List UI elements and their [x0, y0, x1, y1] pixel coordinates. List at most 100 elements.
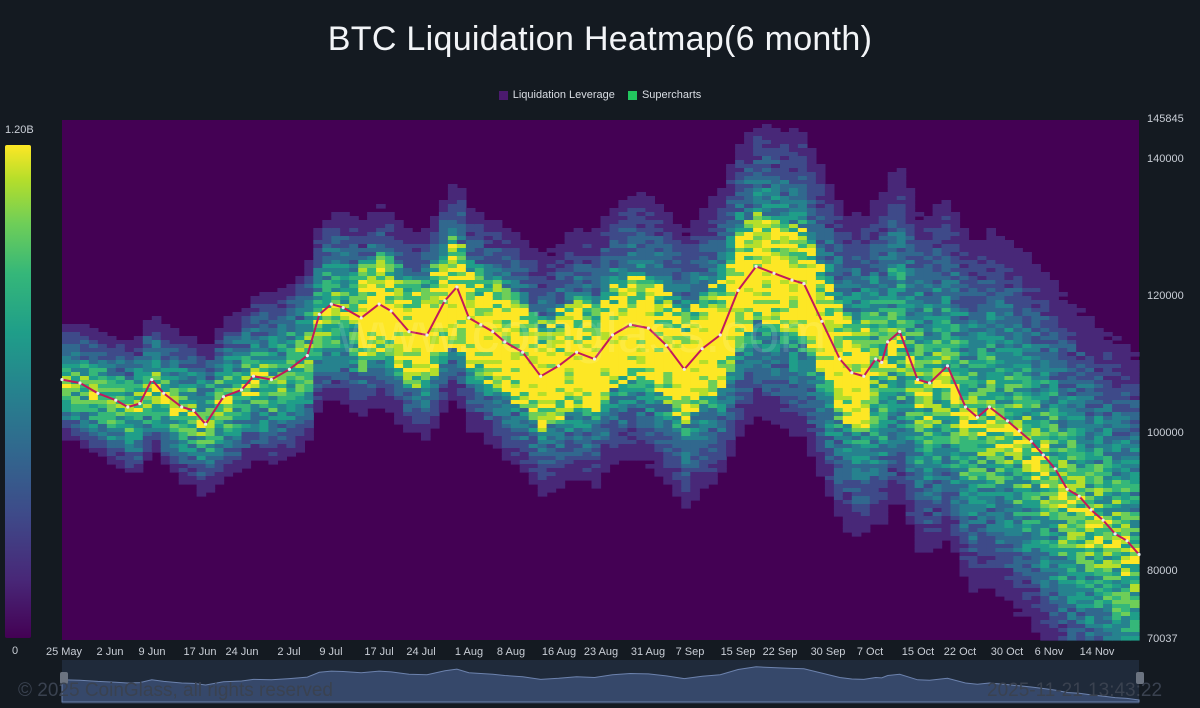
heatmap-cell: [205, 432, 216, 437]
legend-item-supercharts[interactable]: Supercharts: [627, 89, 701, 101]
heatmap-cell: [232, 400, 243, 405]
heatmap-cell: [789, 308, 799, 313]
heatmap-cell: [555, 476, 566, 481]
heatmap-cell: [286, 348, 296, 353]
heatmap-cell: [609, 220, 620, 225]
heatmap-cell: [403, 232, 413, 237]
heatmap-cell: [744, 296, 754, 301]
heatmap-cell: [851, 384, 862, 389]
heatmap-cell: [833, 356, 844, 361]
heatmap-cell: [654, 220, 664, 225]
heatmap-cell: [645, 364, 655, 369]
heatmap-cell: [618, 416, 628, 421]
heatmap-cell: [421, 348, 431, 353]
heatmap-cell: [394, 272, 404, 277]
heatmap-cell: [205, 416, 216, 421]
heatmap-cell: [376, 296, 386, 301]
heatmap-cell: [214, 352, 225, 357]
heatmap-cell: [573, 424, 584, 429]
heatmap-cell: [358, 396, 368, 401]
heatmap-cell: [582, 248, 593, 253]
heatmap-cell: [573, 396, 584, 401]
heatmap-cell: [376, 308, 386, 313]
heatmap-cell: [358, 356, 368, 361]
heatmap-cell: [815, 216, 826, 221]
heatmap-cell: [735, 372, 745, 377]
heatmap-cell: [762, 312, 772, 317]
heatmap-cell: [286, 324, 296, 329]
heatmap-cell: [286, 412, 296, 417]
heatmap-cell: [717, 396, 727, 401]
heatmap-cell: [555, 304, 566, 309]
heatmap-cell: [367, 224, 377, 229]
heatmap-cell: [358, 228, 368, 233]
heatmap-cell: [483, 428, 494, 433]
heatmap-cell: [277, 396, 287, 401]
heatmap-cell: [421, 252, 431, 257]
heatmap-cell: [672, 452, 682, 457]
heatmap-cell: [681, 500, 691, 505]
heatmap-cell: [627, 304, 637, 309]
heatmap-cell: [618, 292, 628, 297]
heatmap-cell: [591, 228, 602, 233]
heatmap-cell: [762, 396, 772, 401]
heatmap-cell: [627, 232, 637, 237]
heatmap-cell: [797, 420, 808, 425]
heatmap-cell: [806, 252, 817, 257]
heatmap-cell: [573, 324, 584, 329]
heatmap-cell: [753, 408, 763, 413]
heatmap-cell: [438, 348, 449, 353]
heatmap-cell: [367, 244, 377, 249]
heatmap-cell: [438, 352, 449, 357]
heatmap-cell: [367, 272, 377, 277]
heatmap-cell: [564, 340, 575, 345]
heatmap-cell: [833, 296, 844, 301]
heatmap-cell: [726, 304, 736, 309]
heatmap-cell: [447, 264, 458, 269]
heatmap-cell: [860, 232, 871, 237]
heatmap-cell: [654, 268, 664, 273]
heatmap-cell: [349, 224, 359, 229]
heatmap-cell: [690, 300, 700, 305]
heatmap-cell: [708, 268, 718, 273]
heatmap-cell: [860, 444, 871, 449]
heatmap-cell: [465, 300, 476, 305]
heatmap-cell: [591, 464, 602, 469]
legend-item-liquidation-leverage[interactable]: Liquidation Leverage: [498, 89, 615, 101]
heatmap-cell: [582, 356, 593, 361]
heatmap-cell: [591, 420, 602, 425]
heatmap-cell: [771, 128, 781, 133]
heatmap-cell: [815, 300, 826, 305]
heatmap-cell: [851, 252, 862, 257]
heatmap-cell: [735, 160, 745, 165]
heatmap-cell: [295, 372, 305, 377]
heatmap-cell: [833, 476, 844, 481]
heatmap-cell: [735, 144, 745, 149]
heatmap-cell: [600, 380, 611, 385]
heatmap-cell: [564, 432, 575, 437]
heatmap-cell: [241, 380, 252, 385]
heatmap-cell: [699, 252, 709, 257]
heatmap-cell: [88, 372, 99, 377]
heatmap-cell: [699, 312, 709, 317]
heatmap-cell: [456, 196, 467, 201]
heatmap-cell: [824, 212, 835, 217]
heatmap-cell: [492, 420, 503, 425]
heatmap-cell: [537, 340, 548, 345]
heatmap-cell: [232, 452, 243, 457]
heatmap-cell: [421, 288, 431, 293]
heatmap-cell: [430, 352, 440, 357]
heatmap-cell: [250, 332, 261, 337]
heatmap-cell: [456, 272, 467, 277]
heatmap-cell: [169, 388, 180, 393]
heatmap-cell: [71, 416, 81, 421]
heatmap-cell: [80, 408, 90, 413]
heatmap-cell: [699, 336, 709, 341]
heatmap-cell: [124, 424, 135, 429]
heatmap-cell: [771, 340, 781, 345]
heatmap-cell: [591, 280, 602, 285]
heatmap-cell: [744, 376, 754, 381]
heatmap-cell: [528, 432, 539, 437]
heatmap-cell: [88, 340, 99, 345]
